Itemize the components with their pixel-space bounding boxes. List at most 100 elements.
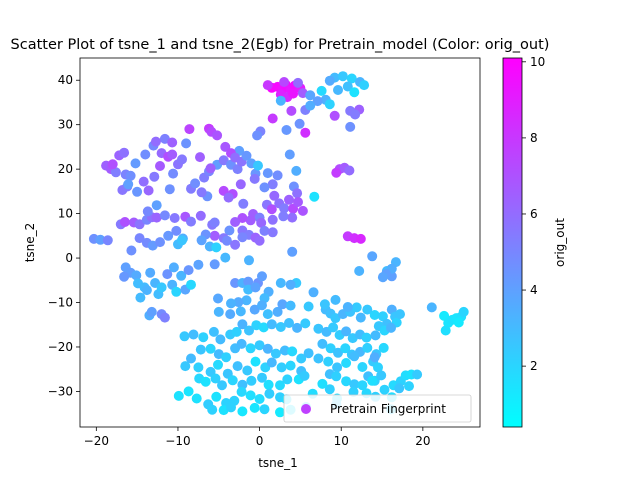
scatter-point	[323, 356, 334, 367]
scatter-point	[259, 404, 270, 415]
scatter-point	[331, 167, 342, 178]
scatter-point	[119, 217, 130, 227]
scatter-point	[285, 360, 296, 371]
scatter-point	[235, 306, 246, 317]
scatter-point	[134, 219, 145, 230]
scatter-point	[373, 362, 383, 373]
scatter-point	[275, 322, 286, 332]
scatter-point	[211, 391, 222, 402]
scatter-point	[266, 319, 277, 330]
scatter-point	[267, 227, 278, 238]
colorbar-tick-label: 6	[530, 207, 538, 221]
scatter-point	[286, 105, 297, 116]
scatter-point	[342, 302, 353, 312]
x-tick-label: 0	[256, 434, 264, 448]
scatter-point	[395, 309, 405, 320]
scatter-point	[162, 269, 173, 280]
scatter-point	[224, 225, 235, 236]
scatter-point	[193, 362, 204, 373]
x-tick-label: −10	[165, 434, 190, 448]
scatter-point	[198, 332, 209, 343]
scatter-point	[205, 343, 216, 354]
scatter-point	[181, 138, 192, 149]
scatter-point	[254, 340, 265, 351]
scatter-point	[195, 344, 206, 355]
scatter-point	[325, 343, 336, 354]
scatter-point	[341, 376, 352, 387]
scatter-point	[156, 282, 167, 293]
scatter-point	[168, 262, 179, 273]
scatter-point	[340, 343, 351, 354]
scatter-point	[262, 343, 273, 354]
colorbar-tick-label: 4	[530, 283, 538, 297]
scatter-point	[333, 85, 343, 95]
scatter-point	[376, 370, 387, 381]
scatter-point	[296, 353, 307, 364]
scatter-point	[221, 235, 232, 246]
scatter-point	[288, 88, 299, 99]
scatter-point	[242, 365, 253, 376]
scatter-point	[275, 278, 286, 288]
scatter-point	[186, 353, 196, 364]
chart-title: Scatter Plot of tsne_1 and tsne_2(Egb) f…	[11, 37, 550, 53]
scatter-point	[256, 217, 267, 228]
scatter-point	[369, 310, 380, 320]
scatter-point	[359, 80, 370, 91]
scatter-point	[123, 179, 134, 190]
scatter-point	[232, 361, 243, 372]
scatter-point	[184, 124, 195, 135]
scatter-point	[254, 394, 265, 404]
scatter-point	[177, 235, 187, 246]
scatter-point	[257, 300, 267, 311]
scatter-point	[262, 309, 273, 320]
scatter-point	[107, 159, 118, 170]
scatter-point	[386, 322, 396, 333]
scatter-point	[146, 306, 157, 317]
scatter-point	[164, 184, 175, 195]
scatter-point	[342, 81, 353, 92]
scatter-point	[369, 352, 380, 363]
scatter-point	[349, 351, 360, 362]
scatter-point	[284, 149, 295, 160]
scatter-point	[226, 298, 236, 309]
scatter-point	[272, 170, 283, 181]
scatter-point	[150, 136, 161, 147]
scatter-point	[130, 158, 141, 169]
scatter-point	[230, 278, 241, 288]
scatter-point	[238, 198, 249, 209]
scatter-point	[250, 282, 261, 293]
scatter-point	[171, 225, 182, 236]
scatter-point	[257, 271, 267, 282]
scatter-point	[209, 230, 220, 241]
scatter-point	[370, 330, 381, 341]
y-tick-label: 10	[58, 207, 73, 221]
scatter-point	[249, 402, 260, 413]
scatter-point	[275, 407, 285, 418]
colorbar-tick-label: 8	[530, 131, 538, 145]
scatter-point	[213, 359, 223, 370]
scatter-point	[316, 85, 327, 96]
scatter-point	[440, 325, 451, 336]
scatter-point	[245, 390, 256, 401]
scatter-point	[294, 118, 305, 129]
scatter-point	[378, 342, 389, 353]
x-tick-label: 10	[334, 434, 349, 448]
legend-label: Pretrain Fingerprint	[330, 402, 446, 416]
scatter-point	[313, 323, 324, 334]
scatter-point	[426, 302, 437, 313]
scatter-point	[312, 96, 323, 107]
y-axis-label: tsne_2	[23, 223, 37, 263]
scatter-point	[209, 217, 220, 228]
scatter-point	[212, 130, 223, 141]
scatter-point	[293, 77, 303, 88]
scatter-point	[246, 375, 257, 386]
scatter-point	[186, 216, 196, 227]
scatter-point	[355, 312, 366, 323]
scatter-point	[221, 352, 232, 363]
scatter-point	[253, 160, 263, 171]
scatter-point	[279, 345, 290, 356]
scatter-point	[262, 168, 273, 179]
scatter-point	[236, 386, 247, 397]
scatter-point	[119, 271, 130, 282]
scatter-point	[287, 346, 298, 357]
